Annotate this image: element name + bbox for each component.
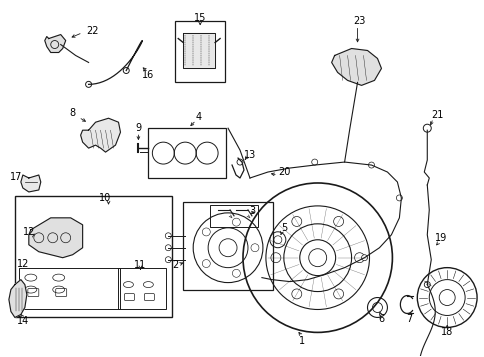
Polygon shape xyxy=(183,32,215,69)
Text: 7: 7 xyxy=(406,315,411,325)
Circle shape xyxy=(311,159,317,165)
Text: 21: 21 xyxy=(430,110,442,120)
Bar xyxy=(210,205,257,227)
Text: 4: 4 xyxy=(195,112,201,122)
Polygon shape xyxy=(9,280,27,317)
Text: 11: 11 xyxy=(134,260,146,270)
Polygon shape xyxy=(29,218,82,258)
Text: 10: 10 xyxy=(99,193,111,203)
Polygon shape xyxy=(45,35,65,52)
Text: 19: 19 xyxy=(434,233,446,243)
Bar xyxy=(15,196,172,317)
Text: 1: 1 xyxy=(298,336,304,346)
Text: 12: 12 xyxy=(16,259,29,269)
Circle shape xyxy=(299,240,335,276)
Text: 23: 23 xyxy=(353,16,365,26)
Circle shape xyxy=(395,195,402,201)
Bar xyxy=(118,268,166,310)
Polygon shape xyxy=(21,175,41,192)
Text: 6: 6 xyxy=(378,315,384,325)
Text: 9: 9 xyxy=(135,123,141,133)
Circle shape xyxy=(361,255,367,261)
Text: 17: 17 xyxy=(10,172,22,182)
Bar xyxy=(175,21,225,82)
Bar xyxy=(148,128,226,178)
Text: 22: 22 xyxy=(86,26,99,36)
Text: 12: 12 xyxy=(23,227,35,237)
Bar xyxy=(19,268,120,310)
Text: 14: 14 xyxy=(17,316,29,326)
Text: 20: 20 xyxy=(278,167,290,177)
Text: 18: 18 xyxy=(440,327,453,337)
Text: 16: 16 xyxy=(142,70,154,80)
Circle shape xyxy=(368,162,374,168)
Text: 8: 8 xyxy=(70,108,76,118)
Polygon shape xyxy=(331,49,381,85)
Bar xyxy=(183,202,272,290)
Polygon shape xyxy=(80,118,120,152)
Text: 2: 2 xyxy=(172,260,178,270)
Text: 15: 15 xyxy=(194,12,206,22)
Text: 13: 13 xyxy=(243,150,256,160)
Text: 3: 3 xyxy=(248,206,255,216)
Text: 5: 5 xyxy=(280,223,287,233)
